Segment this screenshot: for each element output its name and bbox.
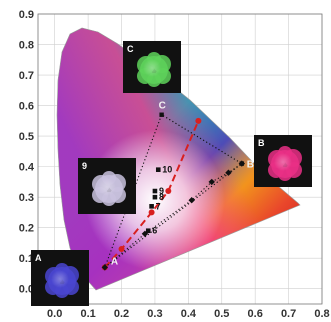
y-tick-label-9: 0.9 bbox=[19, 9, 34, 21]
numbered-point-label-6: 6 bbox=[152, 226, 157, 236]
y-tick-label-3: 0.3 bbox=[19, 192, 34, 204]
x-axis-ticks: 0.0 0.1 0.2 0.3 0.4 0.5 0.6 0.7 0.8 bbox=[47, 308, 330, 320]
inset-label-A: A bbox=[35, 253, 42, 263]
y-tick-label-7: 0.7 bbox=[19, 70, 34, 82]
inset-flower-glow-C bbox=[143, 59, 161, 77]
inset-photo-C: C bbox=[123, 41, 181, 93]
inset-label-9: 9 bbox=[82, 161, 87, 171]
vertex-label-A: A bbox=[111, 256, 118, 267]
numbered-point-label-8: 8 bbox=[159, 192, 164, 202]
numbered-point-8 bbox=[152, 194, 158, 200]
vertex-labels: A B C bbox=[111, 101, 254, 268]
y-tick-label-5: 0.5 bbox=[19, 131, 34, 143]
inset-photo-9: 9 bbox=[78, 158, 136, 214]
y-axis-ticks: 0.0 0.1 0.2 0.3 0.4 0.5 0.6 0.7 0.8 0.9 bbox=[19, 9, 35, 296]
x-tick-label-7: 0.7 bbox=[281, 308, 296, 320]
x-tick-label-0: 0.0 bbox=[47, 308, 62, 320]
series-0-point-4 bbox=[195, 117, 202, 124]
vertex-marker-C bbox=[159, 112, 164, 117]
y-tick-label-0: 0.0 bbox=[19, 284, 34, 296]
x-tick-label-2: 0.2 bbox=[114, 308, 129, 320]
x-tick-label-4: 0.4 bbox=[181, 308, 197, 320]
numbered-point-9 bbox=[152, 188, 158, 194]
plot-frame bbox=[37, 13, 323, 305]
inset-photo-B: B bbox=[254, 135, 312, 187]
series-1-point-4 bbox=[225, 169, 232, 176]
series-line-1 bbox=[104, 163, 243, 268]
photo-insets: A B C 9 bbox=[31, 41, 312, 306]
y-tick-label-8: 0.8 bbox=[19, 40, 34, 52]
x-tick-label-3: 0.3 bbox=[147, 308, 162, 320]
y-tick-label-4: 0.4 bbox=[19, 162, 35, 174]
numbered-point-10 bbox=[155, 167, 161, 172]
y-tick-label-1: 0.1 bbox=[19, 253, 34, 265]
numbered-point-label-9: 9 bbox=[159, 186, 164, 196]
x-tick-label-6: 0.6 bbox=[248, 308, 263, 320]
series-1-point-3 bbox=[208, 178, 215, 186]
inset-label-B: B bbox=[258, 138, 265, 148]
series-0-point-3 bbox=[165, 188, 172, 195]
x-tick-label-1: 0.1 bbox=[80, 308, 95, 320]
numbered-point-7 bbox=[149, 204, 154, 209]
numbered-points: 6 789 10 bbox=[145, 165, 172, 236]
series-0-point-1 bbox=[118, 246, 125, 253]
inset-flower-glow-9 bbox=[98, 178, 116, 196]
numbered-point-6 bbox=[145, 228, 151, 234]
plot-border bbox=[37, 13, 323, 305]
series-0-point-2 bbox=[148, 209, 155, 216]
numbered-point-label-10: 10 bbox=[162, 165, 172, 175]
inset-flower-glow-A bbox=[51, 270, 69, 288]
numbered-point-label-7: 7 bbox=[156, 201, 161, 211]
inset-photo-A: A bbox=[31, 250, 89, 306]
series-1-point-0 bbox=[101, 264, 109, 271]
y-tick-label-2: 0.2 bbox=[19, 223, 34, 235]
series-1-point-5 bbox=[238, 160, 246, 167]
x-tick-label-5: 0.5 bbox=[214, 308, 229, 320]
vertex-label-B: B bbox=[247, 160, 254, 171]
x-tick-label-8: 0.8 bbox=[314, 308, 329, 320]
y-tick-label-6: 0.6 bbox=[19, 101, 34, 113]
vertex-label-C: C bbox=[159, 101, 166, 112]
series-1-point-2 bbox=[188, 197, 195, 204]
inset-label-C: C bbox=[127, 44, 134, 54]
data-series bbox=[101, 117, 246, 271]
inset-flower-glow-B bbox=[274, 153, 292, 171]
